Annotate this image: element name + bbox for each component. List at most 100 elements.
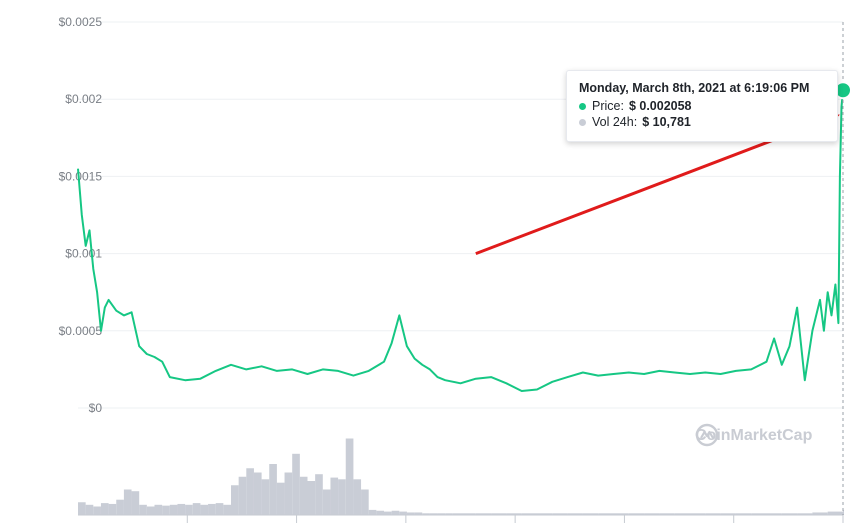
tooltip-price-label: Price: [592, 99, 624, 113]
volume-bar [406, 512, 415, 515]
hover-tooltip: Monday, March 8th, 2021 at 6:19:06 PM Pr… [566, 70, 838, 142]
volume-bar [384, 511, 392, 515]
volume-bar [399, 511, 407, 515]
volume-bar [284, 472, 293, 515]
volume-bar [598, 513, 614, 515]
tooltip-price-row: Price: $ 0.002058 [579, 98, 825, 114]
coinmarketcap-watermark: CoinMarketCap [695, 423, 812, 449]
y-axis-tick-labels: $0 $0.0005 $0.001 $0.0015 $0.002 $0.0025 [59, 15, 103, 415]
volume-bar [613, 513, 629, 515]
x-axis [78, 514, 844, 523]
volume-bar [330, 477, 339, 515]
watermark-text: CoinMarketCap [695, 427, 813, 444]
volume-bar [460, 513, 476, 515]
tooltip-volume-value: $ 10,781 [642, 115, 691, 129]
volume-bar [108, 503, 117, 515]
volume-bar [628, 513, 645, 515]
volume-bar [361, 489, 369, 515]
volume-bar [162, 505, 170, 515]
volume-bar [445, 513, 453, 515]
y-tick-label: $0.001 [65, 247, 102, 261]
volume-bar [491, 513, 507, 515]
volume-bar [812, 512, 828, 515]
tooltip-volume-label: Vol 24h: [592, 115, 638, 129]
price-line [77, 90, 844, 392]
y-tick-label: $0.002 [65, 92, 102, 106]
tooltip-price-value: $ 0.002058 [628, 99, 692, 113]
grid-lines [78, 21, 843, 409]
volume-bar [368, 509, 377, 515]
volume-bar [100, 503, 109, 515]
volume-bar [338, 479, 346, 515]
volume-bar [85, 504, 94, 515]
volume-bar [185, 504, 193, 515]
volume-bar [797, 513, 813, 515]
volume-bar [353, 479, 362, 515]
volume-bar [391, 510, 400, 515]
volume-bar [674, 513, 690, 515]
volume-bar [238, 476, 247, 515]
volume-bar [246, 468, 254, 515]
volume-bar [552, 513, 568, 515]
volume-bar [123, 489, 132, 515]
volume-bar [429, 513, 438, 515]
volume-bar [781, 513, 798, 515]
volume-bar [582, 513, 599, 515]
volume-bar [253, 472, 262, 515]
volume-bar [192, 503, 201, 515]
volume-bar [705, 513, 721, 515]
volume-bar [567, 513, 583, 515]
volume-dot-icon [579, 118, 586, 126]
volume-bar [644, 513, 660, 515]
volume-bar [452, 513, 461, 515]
volume-bar [307, 481, 316, 515]
volume-bar [78, 502, 86, 515]
volume-bar [315, 474, 323, 515]
price-dot-icon [579, 102, 586, 110]
volume-bar [116, 499, 124, 515]
y-tick-label: $0.0005 [59, 324, 103, 338]
volume-bar [215, 503, 224, 515]
volume-bar [231, 485, 239, 515]
volume-bar [766, 513, 782, 515]
y-tick-label: $0.0015 [59, 169, 103, 183]
volume-bar [131, 491, 140, 515]
volume-bar [537, 513, 553, 515]
volume-bar [139, 504, 147, 515]
price-series [77, 90, 844, 392]
volume-bar [299, 476, 308, 515]
volume-bar [376, 510, 384, 515]
coinmarketcap-logo-icon [695, 423, 719, 447]
tooltip-title: Monday, March 8th, 2021 at 6:19:06 PM [579, 81, 810, 95]
volume-bar [146, 506, 155, 515]
volume-bar [720, 513, 736, 515]
volume-bar [475, 513, 492, 515]
volume-bar [208, 503, 216, 515]
volume-bar [690, 513, 706, 515]
volume-bar [292, 453, 300, 515]
volume-bar [93, 506, 101, 515]
volume-bar [261, 479, 270, 515]
volume-bar [177, 503, 186, 515]
volume-bar [345, 438, 354, 515]
volume-bar [269, 464, 277, 515]
volume-bar [506, 513, 522, 515]
volume-bar [843, 509, 844, 515]
volume-bar [169, 504, 178, 515]
tooltip-volume-row: Vol 24h: $ 10,781 [579, 114, 825, 130]
volume-bar [414, 512, 423, 515]
volume-bar [659, 513, 675, 515]
volume-bar [751, 513, 767, 515]
volume-bar [827, 511, 843, 515]
volume-bar [437, 513, 446, 515]
volume-bar [422, 513, 430, 515]
volume-bar [154, 504, 163, 515]
volume-bar [276, 482, 285, 515]
y-tick-label: $0 [89, 401, 103, 415]
volume-bar [223, 504, 231, 515]
volume-bar [322, 489, 331, 515]
volume-bar [521, 513, 537, 515]
y-tick-label: $0.0025 [59, 15, 103, 29]
